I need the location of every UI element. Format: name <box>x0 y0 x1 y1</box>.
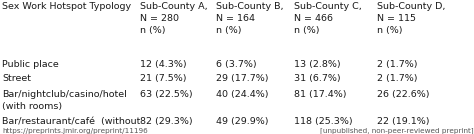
Text: 2 (1.7%): 2 (1.7%) <box>377 60 417 69</box>
Text: 82 (29.3%): 82 (29.3%) <box>140 117 192 126</box>
Text: 22 (19.1%): 22 (19.1%) <box>377 117 429 126</box>
Text: Sub-County C,
N = 466
n (%): Sub-County C, N = 466 n (%) <box>294 2 362 35</box>
Text: 13 (2.8%): 13 (2.8%) <box>294 60 340 69</box>
Text: Sub-County A,
N = 280
n (%): Sub-County A, N = 280 n (%) <box>140 2 208 35</box>
Text: 2 (1.7%): 2 (1.7%) <box>377 74 417 83</box>
Text: Bar/restaurant/café  (without: Bar/restaurant/café (without <box>2 117 141 126</box>
Text: Bar/nightclub/casino/hotel
(with rooms): Bar/nightclub/casino/hotel (with rooms) <box>2 90 127 111</box>
Text: 26 (22.6%): 26 (22.6%) <box>377 90 429 99</box>
Text: Sub-County B,
N = 164
n (%): Sub-County B, N = 164 n (%) <box>216 2 283 35</box>
Text: 21 (7.5%): 21 (7.5%) <box>140 74 186 83</box>
Text: [unpublished, non-peer-reviewed preprint]: [unpublished, non-peer-reviewed preprint… <box>320 127 474 134</box>
Text: 6 (3.7%): 6 (3.7%) <box>216 60 256 69</box>
Text: 31 (6.7%): 31 (6.7%) <box>294 74 340 83</box>
Text: https://preprints.jmir.org/preprint/11196: https://preprints.jmir.org/preprint/1119… <box>2 128 148 134</box>
Text: Street: Street <box>2 74 31 83</box>
Text: 29 (17.7%): 29 (17.7%) <box>216 74 268 83</box>
Text: Sub-County D,
N = 115
n (%): Sub-County D, N = 115 n (%) <box>377 2 445 35</box>
Text: Public place: Public place <box>2 60 59 69</box>
Text: Sex Work Hotspot Typology: Sex Work Hotspot Typology <box>2 2 131 11</box>
Text: 40 (24.4%): 40 (24.4%) <box>216 90 268 99</box>
Text: 49 (29.9%): 49 (29.9%) <box>216 117 268 126</box>
Text: 118 (25.3%): 118 (25.3%) <box>294 117 353 126</box>
Text: 81 (17.4%): 81 (17.4%) <box>294 90 346 99</box>
Text: 63 (22.5%): 63 (22.5%) <box>140 90 192 99</box>
Text: 12 (4.3%): 12 (4.3%) <box>140 60 186 69</box>
